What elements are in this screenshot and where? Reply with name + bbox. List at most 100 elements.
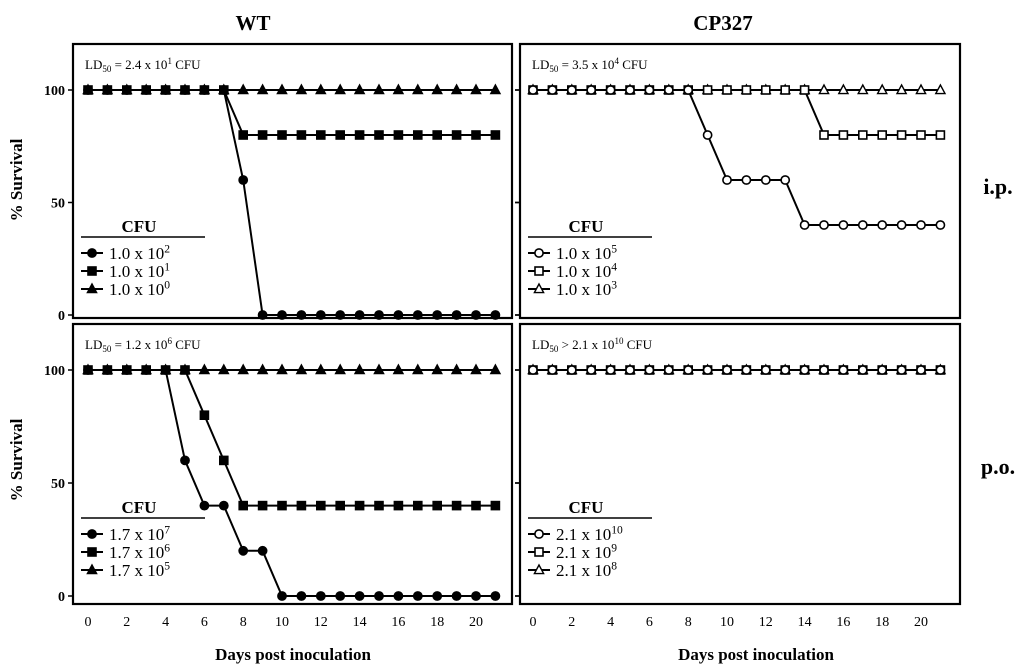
data-point-circle	[83, 365, 93, 375]
data-point-triangle	[198, 363, 211, 375]
x-tick-label: 18	[430, 615, 444, 630]
data-point-triangle	[431, 83, 443, 95]
data-point-circle	[257, 545, 268, 556]
data-point-circle	[141, 365, 152, 375]
panel-frame	[71, 42, 514, 320]
data-point-circle	[547, 365, 558, 375]
x-tick-label: 2	[123, 615, 130, 630]
data-point-triangle	[315, 363, 327, 375]
panel-frame	[518, 322, 962, 606]
row-label-po: p.o.	[981, 454, 1015, 479]
y-axis-label-bottom: % Survival	[7, 418, 26, 501]
y-tick-label: 100	[44, 364, 65, 379]
data-point-square	[199, 410, 210, 421]
legend-entry: 2.1 x 109	[556, 542, 617, 562]
data-point-circle	[780, 365, 791, 375]
x-tick-label: 8	[685, 615, 692, 630]
data-point-circle	[335, 310, 346, 320]
data-point-circle	[315, 591, 326, 601]
data-point-circle	[838, 220, 849, 230]
data-point-square	[451, 130, 462, 140]
data-point-circle	[121, 85, 132, 95]
data-point-circle	[663, 85, 674, 95]
data-point-square	[935, 130, 946, 140]
data-point-square	[393, 130, 404, 140]
y-tick-label: 0	[58, 309, 65, 324]
data-point-circle	[102, 85, 113, 95]
y-tick-label: 100	[44, 84, 65, 99]
data-point-triangle	[876, 83, 888, 95]
data-point-circle	[916, 220, 926, 230]
data-point-circle	[625, 365, 635, 375]
data-point-square	[838, 130, 849, 140]
x-tick-label: 14	[353, 615, 367, 630]
data-point-circle	[451, 591, 462, 601]
legend-entry: 1.0 x 101	[109, 261, 170, 281]
data-point-circle	[760, 175, 771, 185]
data-point-square	[877, 130, 888, 140]
data-point-circle	[471, 591, 481, 601]
data-point-square	[857, 130, 868, 140]
data-point-square	[238, 500, 248, 511]
data-point-circle	[935, 365, 946, 375]
x-tick-label: 14	[798, 615, 812, 630]
data-point-square	[780, 85, 791, 95]
data-point-square	[257, 130, 268, 140]
data-point-square	[760, 85, 771, 95]
data-point-square	[315, 500, 326, 511]
data-point-triangle	[431, 363, 443, 375]
x-axis-label-left: Days post inoculation	[215, 645, 371, 664]
legend-title: CFU	[569, 498, 604, 517]
data-point-circle	[819, 220, 829, 230]
data-point-circle	[451, 310, 462, 320]
data-point-circle	[586, 85, 597, 95]
y-axis-label-top: % Survival	[7, 138, 26, 221]
legend-marker-triangle	[86, 282, 98, 294]
data-point-triangle	[412, 363, 424, 375]
legend-entry: 1.0 x 105	[556, 243, 617, 263]
data-point-circle	[335, 591, 346, 601]
legend-entry: 2.1 x 1010	[556, 524, 623, 544]
data-point-triangle	[334, 83, 346, 95]
data-point-circle	[605, 365, 616, 375]
data-point-circle	[722, 175, 732, 185]
data-point-square	[315, 130, 326, 140]
y-tick-label: 50	[51, 477, 65, 492]
ld50-label: LD50 = 2.4 x 101 CFU	[85, 56, 201, 74]
x-tick-label: 12	[759, 615, 773, 630]
data-point-square	[432, 130, 443, 140]
data-point-triangle	[353, 83, 366, 95]
data-point-circle	[566, 85, 577, 95]
data-point-triangle	[276, 363, 288, 375]
data-point-circle	[877, 220, 888, 230]
data-point-circle	[722, 365, 732, 375]
data-point-circle	[896, 220, 907, 230]
series-line-circle	[533, 89, 941, 226]
data-point-circle	[296, 310, 307, 320]
data-point-square	[490, 130, 501, 140]
data-point-triangle	[895, 83, 908, 95]
legend-marker-circle	[534, 529, 544, 539]
data-point-triangle	[412, 83, 424, 95]
data-point-triangle	[489, 83, 502, 95]
data-point-circle	[528, 365, 538, 375]
data-point-circle	[586, 365, 597, 375]
data-point-circle	[683, 85, 694, 95]
data-point-square	[277, 130, 287, 140]
data-point-square	[432, 500, 443, 511]
series-line-square	[88, 369, 496, 507]
data-point-circle	[857, 365, 868, 375]
data-point-square	[722, 85, 732, 95]
data-point-circle	[780, 175, 791, 185]
data-point-triangle	[392, 363, 405, 375]
data-point-circle	[683, 365, 694, 375]
data-point-square	[296, 130, 307, 140]
data-point-square	[296, 500, 307, 511]
data-point-circle	[490, 591, 501, 601]
data-point-circle	[374, 591, 384, 601]
x-tick-label: 6	[646, 615, 653, 630]
data-point-circle	[432, 310, 443, 320]
data-point-triangle	[237, 363, 249, 375]
data-point-circle	[257, 310, 268, 320]
